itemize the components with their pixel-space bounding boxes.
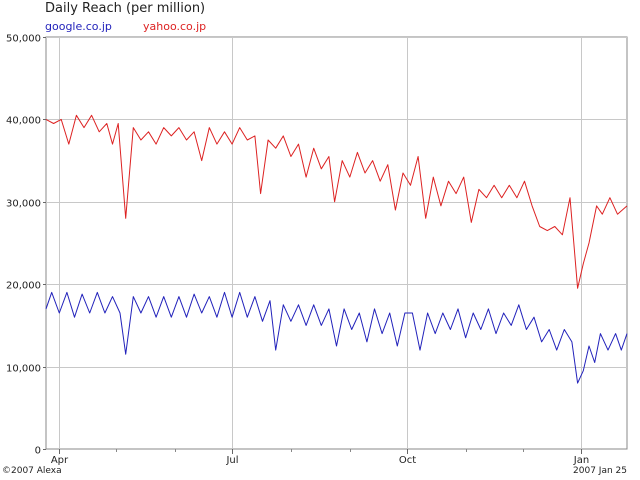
legend-yahoo: yahoo.co.jp bbox=[143, 20, 207, 33]
y-tick-label: 0 bbox=[35, 446, 41, 457]
plot-frame bbox=[45, 36, 628, 450]
legend-google: google.co.jp bbox=[45, 20, 112, 33]
series-line-yahoo bbox=[45, 114, 628, 289]
y-tick-label: 30,000 bbox=[6, 199, 41, 210]
x-tick-label: Oct bbox=[399, 455, 416, 466]
series-line-google bbox=[45, 291, 628, 384]
x-tick-label: Apr bbox=[51, 455, 69, 466]
y-tick-label: 40,000 bbox=[6, 116, 41, 127]
y-tick-label: 20,000 bbox=[6, 281, 41, 292]
x-tick-label: Jan bbox=[573, 455, 589, 466]
date-text: 2007 Jan 25 bbox=[573, 466, 627, 476]
copyright-text: ©2007 Alexa bbox=[2, 466, 62, 476]
chart-title: Daily Reach (per million) bbox=[45, 1, 206, 16]
x-tick-label: Jul bbox=[225, 455, 238, 466]
y-tick-label: 50,000 bbox=[6, 34, 41, 45]
y-tick-label: 10,000 bbox=[6, 364, 41, 375]
